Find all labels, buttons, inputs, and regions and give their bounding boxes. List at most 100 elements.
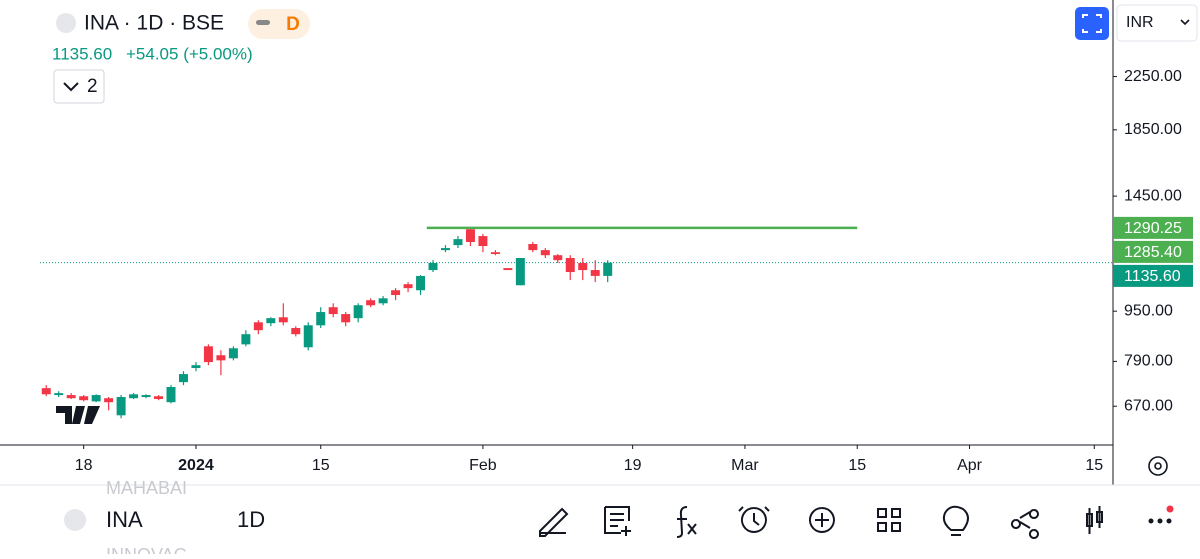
candle-body xyxy=(216,355,226,361)
y-tick-label: 670.00 xyxy=(1124,397,1173,414)
candle-body xyxy=(203,346,213,363)
toolbar-interval[interactable]: 1D xyxy=(237,507,265,532)
chevron-icon xyxy=(63,82,79,92)
delay-badge: D xyxy=(286,14,300,35)
fullscreen-icon xyxy=(1082,14,1102,33)
candle-body xyxy=(266,318,276,324)
candle-body xyxy=(116,397,126,416)
candle-body xyxy=(478,236,488,247)
indicator-count: 2 xyxy=(87,76,98,97)
indicator-toggle[interactable] xyxy=(53,69,105,104)
alert-button[interactable] xyxy=(738,506,770,533)
notification-dot xyxy=(1166,505,1174,513)
candle-body xyxy=(41,388,51,395)
candle-body xyxy=(341,314,351,323)
market-status-icon xyxy=(256,20,270,25)
price-label-box xyxy=(1113,264,1193,287)
candle-body xyxy=(66,395,76,399)
candle-body xyxy=(79,396,89,401)
price-label-box xyxy=(1113,216,1193,239)
x-tick-label: 19 xyxy=(624,457,642,474)
candle-body xyxy=(129,394,139,399)
candle-body xyxy=(328,307,338,315)
next-symbol: INNOVAC xyxy=(106,545,187,554)
candle-body xyxy=(366,300,376,306)
price-label: 1135.60 xyxy=(1124,268,1181,285)
candle-body xyxy=(54,393,64,396)
candle-body xyxy=(154,396,164,400)
candle-body xyxy=(465,229,475,243)
more-button[interactable] xyxy=(1148,505,1174,524)
candle-body xyxy=(428,263,438,271)
candle-body xyxy=(191,365,201,369)
candle-body xyxy=(241,334,251,345)
chevron-icon xyxy=(1180,19,1190,26)
candle-body xyxy=(228,348,238,359)
draw-button[interactable] xyxy=(539,507,569,537)
candle-body xyxy=(178,374,188,383)
notes-button[interactable] xyxy=(604,506,631,536)
last-price: 1135.60 xyxy=(52,44,112,63)
x-tick-label: Apr xyxy=(957,457,983,474)
symbol-title[interactable]: INA · 1D · BSE xyxy=(84,12,224,35)
y-tick-label: 1450.00 xyxy=(1124,187,1182,204)
settings-button[interactable] xyxy=(1148,456,1168,476)
candle-body xyxy=(540,250,550,256)
candle-body xyxy=(141,395,151,398)
y-tick-label: 1850.00 xyxy=(1124,121,1182,138)
candle-body xyxy=(316,312,326,326)
candle-body xyxy=(453,239,463,246)
symbol-logo xyxy=(64,509,86,531)
candle-body xyxy=(416,276,426,291)
candle-body xyxy=(391,290,401,296)
dot xyxy=(1166,518,1172,524)
tradingview-logo xyxy=(56,406,100,424)
x-tick-label: 18 xyxy=(75,457,93,474)
candle-body xyxy=(91,395,101,402)
price-label: 1290.25 xyxy=(1124,220,1182,237)
indicators-button[interactable] xyxy=(676,506,697,538)
toolbar-icons xyxy=(539,505,1103,539)
candle-body xyxy=(278,317,288,323)
chart-type-button[interactable] xyxy=(1086,506,1103,534)
settings-icon xyxy=(1154,462,1162,470)
status-pill[interactable] xyxy=(248,9,310,39)
candle-body xyxy=(490,252,500,255)
layout-button[interactable] xyxy=(877,508,901,532)
candle-body xyxy=(528,244,538,251)
candle-body xyxy=(253,322,263,331)
candle-body xyxy=(590,270,600,276)
candle-body xyxy=(353,305,363,319)
price-change: +54.05 (+5.00%) xyxy=(126,44,253,63)
dot xyxy=(1148,518,1154,524)
candle-body xyxy=(503,268,513,271)
price-label-box xyxy=(1113,240,1193,263)
ideas-button[interactable] xyxy=(942,505,969,536)
fullscreen-button[interactable] xyxy=(1075,7,1109,40)
candle-body xyxy=(403,284,413,289)
prev-symbol: MAHABAI xyxy=(106,478,187,498)
y-tick-label: 950.00 xyxy=(1124,302,1173,319)
x-tick-label: 2024 xyxy=(178,457,214,474)
candle-body xyxy=(303,325,313,348)
x-tick-label: 15 xyxy=(312,457,330,474)
candle-body xyxy=(515,258,525,286)
currency: INR xyxy=(1126,14,1154,31)
symbol-logo xyxy=(56,13,76,33)
candle-body xyxy=(166,387,176,403)
y-tick-label: 790.00 xyxy=(1124,353,1173,370)
candle-body xyxy=(441,248,450,251)
toolbar-symbol[interactable]: INA xyxy=(106,507,143,532)
candle-body xyxy=(104,398,114,403)
currency-select[interactable] xyxy=(1116,4,1198,42)
candle-body xyxy=(565,258,575,273)
x-tick-label: 15 xyxy=(848,457,866,474)
dot xyxy=(1157,518,1163,524)
candle-body xyxy=(578,263,588,271)
share-button[interactable] xyxy=(1010,509,1039,539)
add-button[interactable] xyxy=(808,507,835,533)
candle-body xyxy=(291,328,301,335)
x-tick-label: Feb xyxy=(469,457,497,474)
